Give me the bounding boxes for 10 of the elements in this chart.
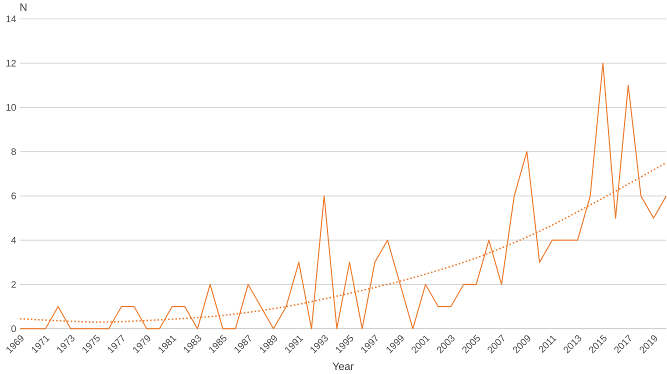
y-tick-label: 0 — [11, 326, 16, 332]
y-tick-label: 10 — [6, 104, 16, 111]
y-tick-label: 4 — [11, 237, 16, 244]
y-tick-label: 6 — [11, 192, 16, 200]
y-tick-label: 12 — [6, 60, 16, 67]
y-tick-label: 8 — [11, 148, 16, 156]
y-axis-title: N — [20, 4, 26, 12]
x-axis-title: Year — [332, 362, 354, 370]
y-tick-label: 2 — [11, 281, 16, 288]
y-tick-label: 14 — [6, 16, 16, 22]
